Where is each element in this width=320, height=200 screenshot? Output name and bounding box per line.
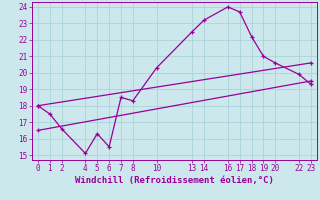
X-axis label: Windchill (Refroidissement éolien,°C): Windchill (Refroidissement éolien,°C) bbox=[75, 176, 274, 185]
